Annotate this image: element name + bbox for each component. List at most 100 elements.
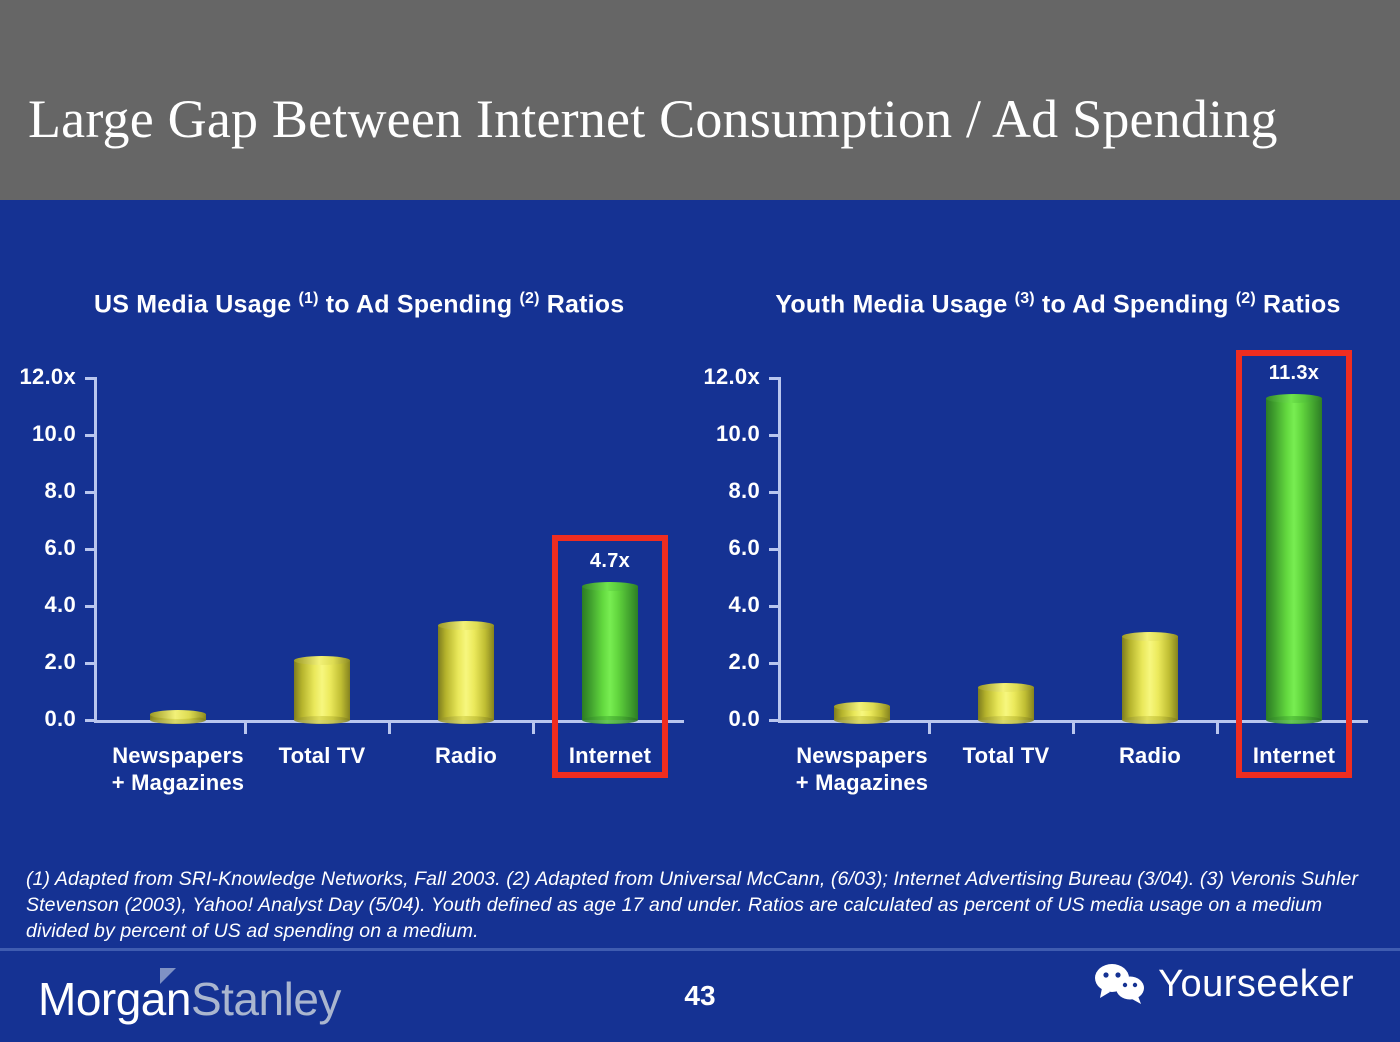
bar-cap (150, 710, 206, 720)
chart-youth-media-usage: Youth Media Usage (3) to Ad Spending (2)… (703, 232, 1400, 812)
y-tick-label-youth-4: 4.0 (728, 592, 760, 617)
bar-foot (150, 716, 206, 724)
x-category-label-us-3: Internet (538, 742, 682, 769)
chart-title-sup2: (2) (519, 290, 540, 307)
highlight-box-us (552, 535, 668, 778)
chart-title-sup2: (2) (1235, 290, 1256, 307)
y-tick-us-1 (85, 434, 97, 437)
x-category-line: Internet (1252, 743, 1336, 768)
chart-title-youth: Youth Media Usage (3) to Ad Spending (2)… (716, 282, 1400, 321)
y-tick-label-youth-5: 2.0 (728, 649, 760, 674)
y-tick-label-us-1: 10.0 (31, 421, 76, 446)
y-tick-youth-5 (769, 662, 781, 665)
bar-us-1[interactable] (294, 656, 350, 724)
bar-body (438, 624, 494, 720)
chart-title-sup1: (3) (1014, 290, 1035, 307)
x-category-label-us-2: Radio (394, 742, 538, 769)
bar-body (582, 586, 638, 720)
bar-cap (978, 683, 1034, 693)
x-category-line: Newspapers (796, 743, 928, 768)
chart-title-part1: US Media Usage (94, 290, 299, 319)
bar-foot (582, 716, 638, 724)
bar-us-2[interactable] (438, 620, 494, 724)
bar-body (978, 687, 1034, 720)
y-tick-youth-1 (769, 434, 781, 437)
bar-cap (438, 620, 494, 630)
x-category-label-youth-1: Total TV (934, 742, 1078, 769)
x-category-label-us-0: Newspapers + Magazines (106, 742, 250, 796)
brand-stanley: Stanley (190, 973, 341, 1025)
bar-body (1266, 397, 1322, 720)
x-tick-us-3 (532, 720, 535, 734)
page-number: 43 (684, 980, 716, 1011)
x-category-label-us-1: Total TV (250, 742, 394, 769)
y-tick-us-0 (85, 377, 97, 380)
highlight-box-youth (1236, 350, 1352, 778)
footer-divider (0, 948, 1400, 951)
y-tick-label-youth-0: 12.0x (703, 364, 760, 389)
bar-cap (834, 701, 890, 711)
plot-area-youth: 12.0x 10.0 8.0 6.0 4.0 2.0 0.0 Newspapers + Maga… (703, 232, 1400, 812)
y-tick-youth-3 (769, 548, 781, 551)
x-tick-youth-2 (1072, 720, 1075, 734)
bar-foot (294, 716, 350, 724)
bar-value-label-us-3: 4.7x (589, 550, 631, 573)
x-category-line: Total TV (962, 743, 1050, 768)
y-tick-youth-6 (769, 719, 781, 722)
bar-foot (834, 716, 890, 724)
header-band (0, 0, 1400, 200)
bar-foot (1122, 716, 1178, 724)
bar-youth-0[interactable] (834, 701, 890, 724)
bar-cap (294, 656, 350, 666)
watermark-label: Yourseeker (1158, 962, 1354, 1005)
chart-title-part2: to Ad Spending (1034, 290, 1236, 319)
x-tick-us-2 (388, 720, 391, 734)
bar-foot (978, 716, 1034, 724)
bar-cap (1266, 393, 1322, 403)
y-tick-us-2 (85, 491, 97, 494)
x-category-label-youth-3: Internet (1222, 742, 1366, 769)
y-tick-us-5 (85, 662, 97, 665)
y-tick-us-3 (85, 548, 97, 551)
y-tick-us-6 (85, 719, 97, 722)
morgan-stanley-triangle-icon (160, 968, 176, 984)
bar-us-0[interactable] (150, 710, 206, 724)
watermark: Yourseeker (1094, 962, 1354, 1006)
bar-foot (438, 716, 494, 724)
bar-us-3[interactable] (582, 582, 638, 724)
x-category-line: Internet (568, 743, 652, 768)
y-tick-label-youth-2: 8.0 (728, 478, 760, 503)
bar-foot (1266, 716, 1322, 724)
bar-youth-3[interactable] (1266, 393, 1322, 724)
bar-youth-1[interactable] (978, 683, 1034, 724)
y-tick-us-4 (85, 605, 97, 608)
y-tick-label-us-0: 12.0x (19, 364, 76, 389)
chart-title-part1: Youth Media Usage (775, 290, 1015, 319)
x-tick-us-1 (244, 720, 247, 734)
x-category-line: + Magazines (795, 770, 929, 795)
bar-body (294, 660, 350, 720)
x-category-line: Radio (1118, 743, 1182, 768)
chart-title-part3: Ratios (539, 290, 625, 319)
y-tick-label-youth-3: 6.0 (728, 535, 760, 560)
y-tick-label-youth-1: 10.0 (715, 421, 760, 446)
y-tick-label-us-6: 0.0 (44, 706, 76, 731)
x-category-line: Total TV (278, 743, 366, 768)
chart-title-sup1: (1) (298, 290, 319, 307)
bar-cap (582, 582, 638, 592)
chart-title-part3: Ratios (1255, 290, 1341, 319)
x-category-line: Radio (434, 743, 498, 768)
plot-area-us: 12.0x 10.0 8.0 6.0 4.0 2.0 0.0 Newspapers + Maga… (16, 232, 716, 812)
chart-us-media-usage: US Media Usage (1) to Ad Spending (2) Ra… (16, 232, 716, 812)
y-tick-label-us-4: 4.0 (44, 592, 76, 617)
y-tick-label-us-2: 8.0 (44, 478, 76, 503)
y-tick-label-us-3: 6.0 (44, 535, 76, 560)
y-tick-youth-4 (769, 605, 781, 608)
y-tick-label-us-5: 2.0 (44, 649, 76, 674)
bar-youth-2[interactable] (1122, 631, 1178, 724)
bar-value-label-youth-3: 11.3x (1268, 361, 1320, 384)
y-tick-label-youth-6: 0.0 (728, 706, 760, 731)
y-tick-youth-2 (769, 491, 781, 494)
x-tick-youth-3 (1216, 720, 1219, 734)
